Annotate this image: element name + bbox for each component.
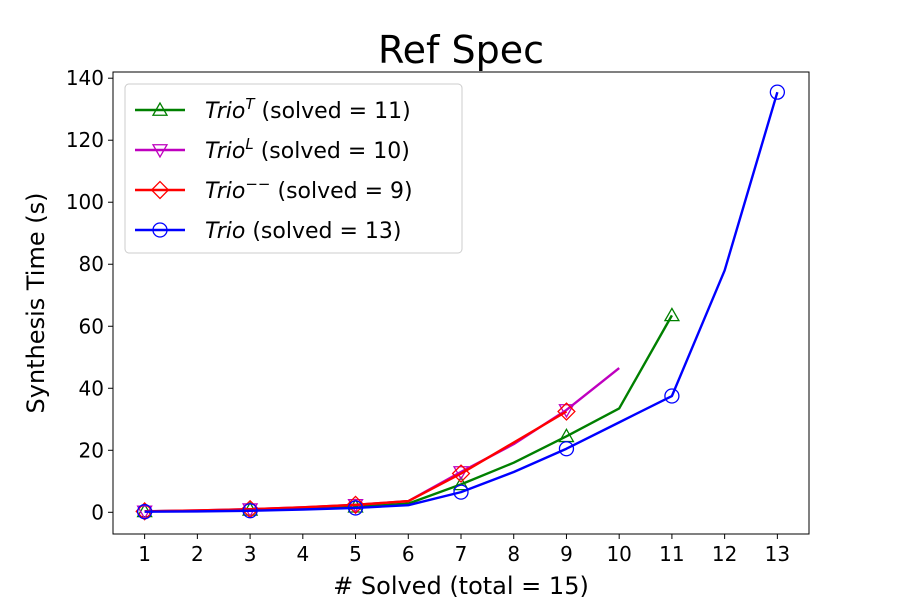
data-point: [664, 388, 680, 404]
legend-box: [124, 83, 463, 254]
plot-area: [135, 84, 786, 521]
y-tick-label: 120: [66, 128, 104, 152]
y-tick-label: 60: [79, 314, 104, 338]
data-point: [452, 476, 470, 491]
legend-marker: [152, 222, 168, 238]
x-tick-label: 9: [560, 542, 573, 566]
series-1: [136, 307, 681, 518]
y-tick-label: 140: [66, 66, 104, 90]
series-2: [136, 367, 620, 520]
x-tick-label: 7: [455, 542, 468, 566]
legend-item: TrioL (solved = 10): [135, 135, 410, 164]
legend-item: Trio−− (solved = 9): [135, 175, 413, 204]
series-line: [144, 91, 779, 513]
legend-marker: [151, 101, 169, 116]
data-point: [453, 484, 469, 500]
data-point: [136, 504, 153, 520]
series-line: [144, 314, 673, 513]
legend: TrioT (solved = 11) TrioL (solved = 10) Tr…: [124, 83, 463, 254]
x-tick-label: 12: [712, 542, 737, 566]
series-3: [135, 402, 576, 521]
y-axis: 0 20 40 60 80 100 120 140: [66, 66, 113, 524]
y-tick-label: 20: [79, 438, 104, 462]
data-point: [347, 500, 364, 516]
x-tick-label: 8: [507, 542, 520, 566]
y-tick-label: 40: [79, 376, 104, 400]
x-axis-title: # Solved (total = 15): [333, 572, 589, 600]
data-point: [769, 84, 786, 100]
legend-item: Trio (solved = 13): [135, 219, 402, 244]
legend-item: TrioT (solved = 11): [135, 95, 411, 124]
data-point: [557, 402, 576, 421]
y-axis-title: Synthesis Time (s): [22, 193, 50, 414]
x-tick-label: 5: [349, 542, 362, 566]
series-line: [144, 367, 620, 513]
x-tick-label: 2: [191, 542, 204, 566]
y-tick-label: 80: [79, 252, 104, 276]
legend-marker: [150, 180, 170, 200]
x-tick-label: 3: [244, 542, 257, 566]
x-tick-label: 10: [606, 542, 631, 566]
legend-label: TrioL (solved = 10): [205, 135, 410, 164]
x-tick-label: 6: [402, 542, 415, 566]
x-tick-label: 11: [659, 542, 684, 566]
x-axis: 1 2 3 4 5 6 7 8 9 10 11 12 13: [138, 534, 790, 566]
chart-title: Ref Spec: [378, 28, 544, 72]
data-point: [346, 495, 365, 515]
data-point: [558, 441, 575, 457]
legend-marker: [151, 144, 169, 159]
legend-label: TrioT (solved = 11): [205, 95, 411, 124]
data-point: [663, 307, 681, 322]
y-tick-label: 0: [91, 500, 104, 524]
data-point: [242, 503, 258, 519]
y-tick-label: 100: [66, 190, 104, 214]
x-tick-label: 1: [138, 542, 151, 566]
series-4: [136, 84, 786, 520]
legend-label: Trio (solved = 13): [205, 219, 402, 244]
legend-label: Trio−− (solved = 9): [205, 175, 413, 204]
data-point: [558, 404, 575, 419]
data-point: [451, 464, 471, 483]
x-tick-label: 4: [296, 542, 309, 566]
x-tick-label: 13: [765, 542, 790, 566]
